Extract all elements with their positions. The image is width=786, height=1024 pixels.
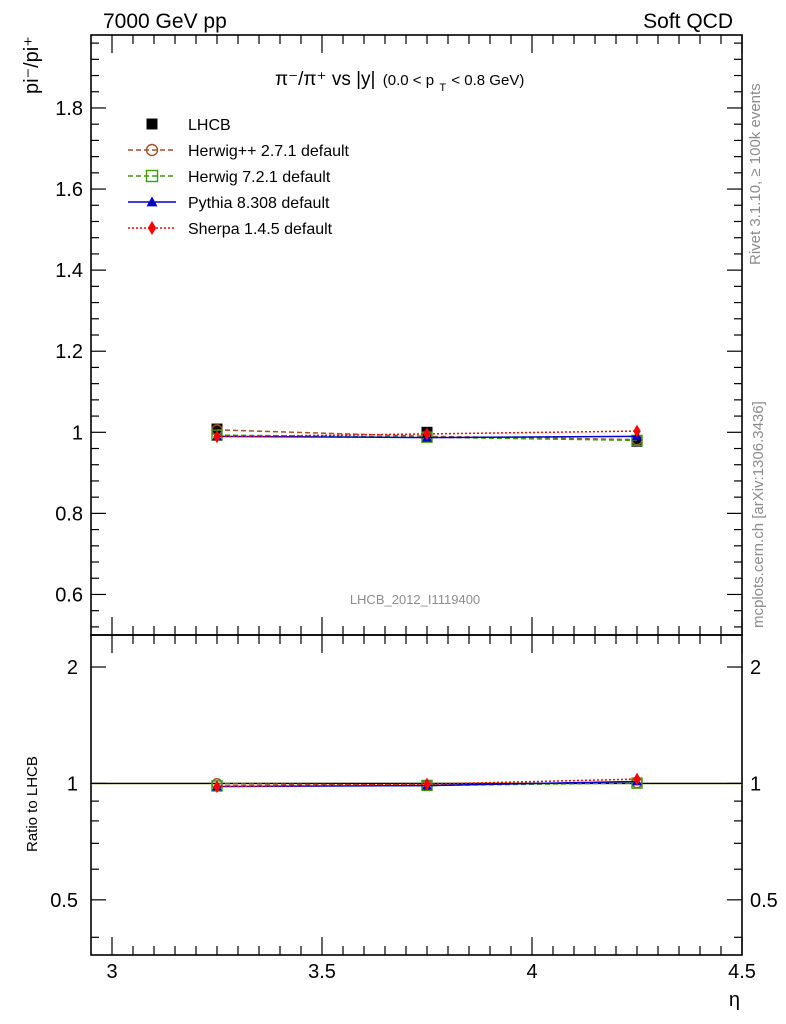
data-point-marker xyxy=(423,427,431,441)
ratio-y-tick-label-left: 0.5 xyxy=(50,890,78,912)
legend-label: Pythia 8.308 default xyxy=(188,195,330,212)
x-tick-label: 4.5 xyxy=(728,961,756,983)
main-y-tick-label: 1.6 xyxy=(55,179,83,201)
ratio-y-tick-label-left: 1 xyxy=(67,773,78,795)
chart-title-main: π⁻/π⁺ vs |y| xyxy=(275,69,375,90)
legend-entry: Herwig 7.2.1 default xyxy=(128,169,331,186)
data-point-marker xyxy=(145,143,159,157)
data-point-marker xyxy=(633,424,641,438)
legend-entry: Pythia 8.308 default xyxy=(128,195,330,212)
ratio-axis-ticks xyxy=(91,635,743,955)
main-y-axis-label: pi⁻/pi⁺ xyxy=(21,36,43,94)
series-sherpa-1-4-5-default xyxy=(213,424,641,444)
data-point-marker xyxy=(633,772,641,786)
legend-label: Herwig 7.2.1 default xyxy=(188,169,331,186)
x-tick-label: 3 xyxy=(106,961,117,983)
x-axis-label: η xyxy=(729,989,740,1011)
main-y-tick-label: 0.6 xyxy=(55,584,83,606)
ratio-y-tick-label-right: 2 xyxy=(750,657,761,679)
main-y-tick-label: 1 xyxy=(72,422,83,444)
main-y-tick-label: 1.2 xyxy=(55,341,83,363)
header-category-label: Soft QCD xyxy=(643,10,733,33)
main-axis-ticks xyxy=(91,35,743,635)
ratio-panel-frame xyxy=(90,634,743,956)
legend-entry: LHCB xyxy=(146,117,231,134)
chart-title-cut-open: (0.0 < p xyxy=(383,72,434,89)
analysis-watermark: LHCB_2012_I1119400 xyxy=(350,592,480,607)
main-y-tick-label: 0.8 xyxy=(55,503,83,525)
main-series-group xyxy=(211,423,643,447)
data-point-marker xyxy=(146,196,158,207)
ratio-y-tick-labels: 0.5 0.5 1 1 2 2 xyxy=(50,657,778,912)
data-point-marker xyxy=(213,780,221,794)
x-tick-label: 3.5 xyxy=(308,961,336,983)
ratio-y-tick-label-right: 0.5 xyxy=(750,890,778,912)
data-point-marker xyxy=(147,220,157,236)
chart-title-cut-close: < 0.8 GeV) xyxy=(451,72,524,89)
legend: LHCB Herwig++ 2.7.1 default Herwig 7.2.1 d… xyxy=(128,117,350,238)
x-tick-labels: 3 3.5 4 4.5 xyxy=(106,961,755,983)
data-point-marker xyxy=(145,169,159,183)
chart-title-cut-sub: T xyxy=(439,82,446,94)
main-y-tick-labels: 0.6 0.8 1 1.2 1.4 1.6 1.8 xyxy=(55,98,83,606)
ratio-y-axis-label: Ratio to LHCB xyxy=(24,756,41,852)
ratio-y-tick-label-left: 2 xyxy=(67,657,78,679)
legend-label: Herwig++ 2.7.1 default xyxy=(188,143,350,160)
chart-title: π⁻/π⁺ vs |y| (0.0 < p T < 0.8 GeV) xyxy=(275,69,524,96)
data-point-marker xyxy=(211,423,223,435)
ratio-y-tick-label-right: 1 xyxy=(750,773,761,795)
rivet-version-label: Rivet 3.1.10, ≥ 100k events xyxy=(747,83,764,265)
x-tick-label: 4 xyxy=(526,961,537,983)
legend-label: LHCB xyxy=(188,117,231,134)
ratio-series-group xyxy=(211,772,643,794)
legend-entry: Herwig++ 2.7.1 default xyxy=(128,143,350,160)
data-point-marker xyxy=(146,118,158,130)
header-energy-label: 7000 GeV pp xyxy=(103,10,227,33)
series-sherpa-1-4-5-default xyxy=(213,772,641,794)
legend-entry: Sherpa 1.4.5 default xyxy=(128,220,333,238)
data-point-marker xyxy=(631,435,643,447)
main-y-tick-label: 1.8 xyxy=(55,98,83,120)
mcplots-reference-label: mcplots.cern.ch [arXiv:1306.3436] xyxy=(750,401,767,628)
main-y-tick-label: 1.4 xyxy=(55,260,83,282)
data-point-marker xyxy=(213,430,221,444)
data-point-marker xyxy=(423,777,431,791)
legend-label: Sherpa 1.4.5 default xyxy=(188,221,333,238)
ratio-band xyxy=(91,782,742,785)
